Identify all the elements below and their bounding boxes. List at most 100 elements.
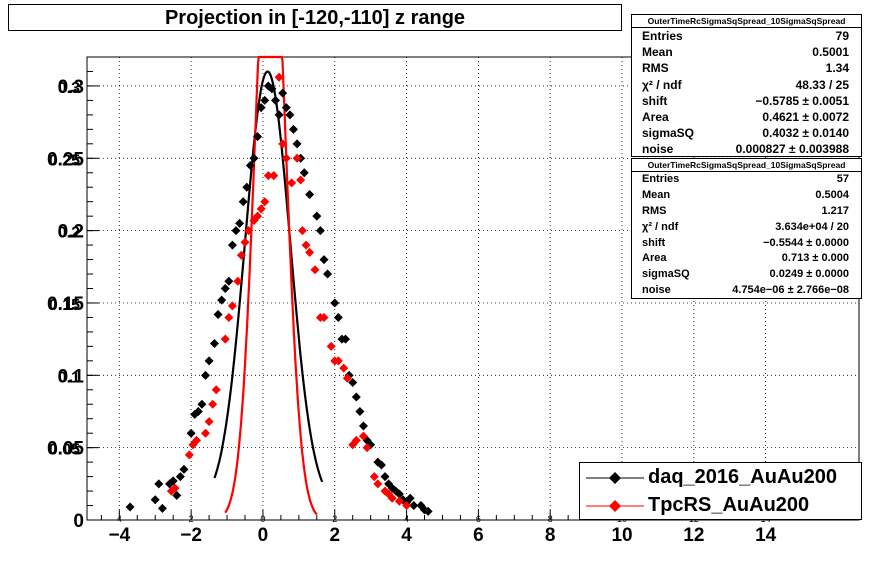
stats-value: −0.5785 ± 0.0051 bbox=[755, 93, 849, 108]
point-marker bbox=[405, 493, 415, 503]
stats-row: Area 0.4621 ± 0.0072 bbox=[632, 109, 861, 125]
point-marker bbox=[292, 153, 302, 163]
fit-curves bbox=[213, 55, 324, 516]
point-marker bbox=[355, 406, 365, 416]
data-point bbox=[351, 392, 361, 402]
data-point bbox=[217, 295, 227, 305]
point-marker bbox=[376, 460, 386, 470]
data-point bbox=[125, 502, 135, 512]
data-point bbox=[267, 84, 277, 94]
data-point bbox=[200, 370, 210, 380]
y-tick-label-overlay: 0.05 bbox=[49, 442, 80, 459]
y-tick-label: 0.3 bbox=[58, 77, 84, 98]
stats-value: 0.5004 bbox=[815, 188, 849, 201]
point-marker bbox=[236, 250, 246, 260]
data-point bbox=[278, 139, 288, 149]
point-marker bbox=[260, 197, 270, 207]
data-point bbox=[373, 479, 383, 489]
point-marker bbox=[330, 298, 340, 308]
point-marker bbox=[186, 428, 196, 438]
point-marker bbox=[231, 226, 241, 236]
point-marker bbox=[274, 72, 284, 82]
chart-title: Projection in [-120,-110] z range bbox=[8, 4, 622, 31]
y-tick-label: 0.1 bbox=[58, 366, 85, 387]
data-point bbox=[192, 435, 202, 445]
point-marker bbox=[238, 197, 248, 207]
stats-label: RMS bbox=[642, 61, 669, 76]
point-marker bbox=[281, 153, 291, 163]
data-point bbox=[224, 312, 234, 322]
data-point bbox=[394, 489, 404, 499]
data-point bbox=[231, 226, 241, 236]
data-point bbox=[402, 501, 412, 511]
data-point bbox=[235, 218, 245, 228]
data-point bbox=[172, 490, 182, 500]
data-point bbox=[240, 237, 250, 247]
point-marker bbox=[209, 338, 219, 348]
data-point bbox=[200, 428, 210, 438]
data-point bbox=[256, 103, 266, 113]
point-marker bbox=[227, 301, 237, 311]
data-point bbox=[184, 450, 194, 460]
point-marker bbox=[204, 417, 214, 427]
stats-label: Area bbox=[642, 109, 669, 124]
stats-value: −0.5544 ± 0.0000 bbox=[763, 236, 849, 249]
data-point bbox=[358, 421, 368, 431]
point-marker bbox=[249, 153, 259, 163]
data-point bbox=[244, 226, 254, 236]
stats-row: Entries 79 bbox=[632, 28, 861, 44]
fit-curve bbox=[213, 70, 324, 483]
data-point bbox=[310, 265, 320, 275]
data-point bbox=[362, 443, 372, 453]
point-marker bbox=[217, 295, 227, 305]
stats-label: sigmaSQ bbox=[642, 268, 690, 281]
stats-row: Mean 0.5004 bbox=[632, 188, 861, 204]
point-marker bbox=[256, 204, 266, 214]
data-point bbox=[150, 495, 160, 505]
point-marker bbox=[204, 356, 214, 366]
data-point bbox=[274, 72, 284, 82]
data-point bbox=[319, 255, 329, 265]
data-point bbox=[278, 88, 288, 98]
point-marker bbox=[157, 503, 167, 513]
data-point bbox=[296, 175, 306, 185]
stats-value: 57 bbox=[836, 173, 849, 185]
data-point bbox=[326, 341, 336, 351]
stats-value: 0.4032 ± 0.0140 bbox=[762, 126, 849, 141]
x-tick-label: 6 bbox=[473, 525, 484, 546]
point-marker bbox=[299, 168, 309, 178]
data-point bbox=[299, 168, 309, 178]
data-point bbox=[376, 460, 386, 470]
point-marker bbox=[193, 406, 203, 416]
data-point bbox=[253, 132, 263, 142]
point-marker bbox=[333, 312, 343, 322]
point-marker bbox=[200, 428, 210, 438]
point-marker bbox=[154, 479, 164, 489]
data-point bbox=[342, 373, 352, 383]
stats-row: noise 4.754e−06 ± 2.766e−08 bbox=[632, 283, 861, 299]
point-marker bbox=[380, 472, 390, 482]
stats-value: 0.4621 ± 0.0072 bbox=[762, 109, 849, 124]
point-marker bbox=[208, 399, 218, 409]
data-point bbox=[204, 356, 214, 366]
point-marker bbox=[305, 189, 315, 199]
legend-marker-red bbox=[586, 500, 644, 512]
point-marker bbox=[211, 385, 221, 395]
point-marker bbox=[263, 171, 273, 181]
point-marker bbox=[168, 476, 178, 486]
point-marker bbox=[256, 103, 266, 113]
point-marker bbox=[200, 370, 210, 380]
data-point bbox=[312, 211, 322, 221]
data-point bbox=[380, 472, 390, 482]
data-point bbox=[168, 476, 178, 486]
point-marker bbox=[253, 211, 263, 221]
y-tick-label: 0 bbox=[73, 511, 84, 532]
stats-row: noise 0.000827 ± 0.003988 bbox=[632, 141, 861, 157]
stats-box-daq: OuterTimeRcSigmaSqSpread_10SigmaSqSpread… bbox=[631, 14, 862, 157]
point-marker bbox=[278, 88, 288, 98]
point-marker bbox=[240, 237, 250, 247]
data-point bbox=[292, 153, 302, 163]
stats-row: χ² / ndf 3.634e+04 / 20 bbox=[632, 220, 861, 236]
stats-value: 48.33 / 25 bbox=[795, 77, 849, 92]
